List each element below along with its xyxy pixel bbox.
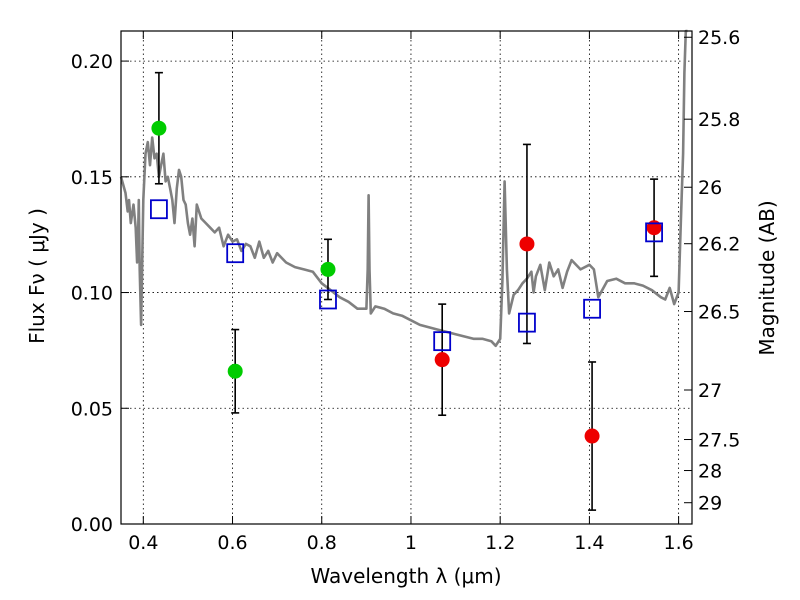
right-tick-label: 27.5 xyxy=(698,430,740,452)
model-point xyxy=(645,222,663,243)
model-point xyxy=(319,289,337,310)
model-point xyxy=(433,331,452,352)
x-axis-label-text: Wavelength λ (μm) xyxy=(310,564,501,588)
y-tick-label: 0.20 xyxy=(71,51,113,73)
model-point xyxy=(583,298,601,319)
data-point xyxy=(227,363,243,379)
right-tick-label: 25.6 xyxy=(698,27,740,49)
right-tick-label: 25.8 xyxy=(698,109,740,131)
plot-frame xyxy=(120,30,693,525)
x-tick-label: 1.4 xyxy=(574,532,604,554)
y-tick-label: 0.00 xyxy=(71,514,113,536)
x-axis-label: Wavelength λ (μm) xyxy=(310,564,501,588)
model-point xyxy=(518,312,536,333)
x-tick-label: 0.8 xyxy=(307,532,337,554)
y-tick-label: 0.15 xyxy=(71,167,113,189)
x-tick-label: 1.6 xyxy=(664,532,694,554)
errorbars-layer xyxy=(154,71,659,511)
x-tick-label: 1.2 xyxy=(485,532,515,554)
right-axis-label-text: Magnitude (AB) xyxy=(755,200,779,355)
data-point xyxy=(320,261,336,277)
y-axis-label-text: Flux Fν ( μJy ) xyxy=(25,208,49,344)
markers-layer xyxy=(150,120,663,444)
y-tick-label: 0.05 xyxy=(71,398,113,420)
right-tick-label: 26.5 xyxy=(698,302,740,324)
data-point xyxy=(519,236,535,252)
data-point xyxy=(434,352,450,368)
model-spectrum-layer xyxy=(119,29,688,348)
gridlines xyxy=(121,31,692,524)
data-point xyxy=(151,120,167,136)
right-tick-label: 29 xyxy=(698,493,722,515)
model-point xyxy=(150,199,168,220)
y-tick-label: 0.10 xyxy=(71,283,113,305)
model-spectrum-line xyxy=(119,29,688,348)
right-tick-label: 26.2 xyxy=(698,234,740,256)
ticks-layer xyxy=(121,31,692,525)
right-tick-label: 27 xyxy=(698,380,722,402)
right-tick-label: 26 xyxy=(698,177,722,199)
right-tick-label: 28 xyxy=(698,461,722,483)
model-point xyxy=(226,243,245,264)
right-axis-label: Magnitude (AB) xyxy=(755,200,779,355)
y-axis-label: Flux Fν ( μJy ) xyxy=(25,208,49,344)
x-tick-label: 1 xyxy=(405,532,417,554)
x-tick-label: 0.4 xyxy=(128,532,158,554)
tick-labels-layer: 0.4 0.6 0.8 1 1.2 1.4 1.6 0.00 0.05 0.10 0.15 0.20 2… xyxy=(71,27,741,554)
data-point xyxy=(584,428,600,444)
x-tick-label: 0.6 xyxy=(217,532,247,554)
